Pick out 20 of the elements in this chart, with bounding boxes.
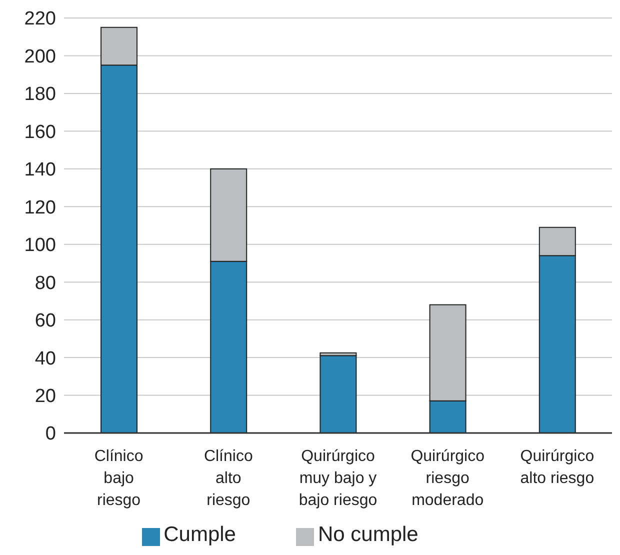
y-tick-label: 220 (24, 8, 56, 30)
y-tick-label: 40 (34, 348, 56, 370)
y-tick-label: 0 (45, 424, 56, 445)
x-tick-label: Clínico alto riesgo (204, 448, 253, 509)
x-tick-label: Quirúrgico riesgo moderado (410, 448, 485, 509)
x-tick-label: Quirúrgico alto riesgo (520, 448, 594, 487)
y-tick-label: 180 (24, 84, 56, 106)
y-tick-label: 20 (34, 386, 56, 408)
legend-label: Cumple (164, 523, 236, 546)
bar (320, 355, 357, 433)
y-tick-label: 60 (34, 310, 56, 332)
y-tick-label: 200 (24, 46, 56, 68)
x-tick-label: Quirúrgico muy bajo y bajo riesgo (298, 448, 378, 509)
y-tick-label: 120 (24, 197, 56, 218)
y-tick-label: 100 (24, 235, 56, 256)
y-tick-label: 80 (34, 272, 56, 294)
y-tick-label: 140 (24, 160, 56, 181)
x-tick-label: Clínico bajo riesgo (94, 448, 144, 509)
legend-label: No cumple (318, 523, 418, 546)
y-tick-label: 160 (24, 122, 56, 143)
